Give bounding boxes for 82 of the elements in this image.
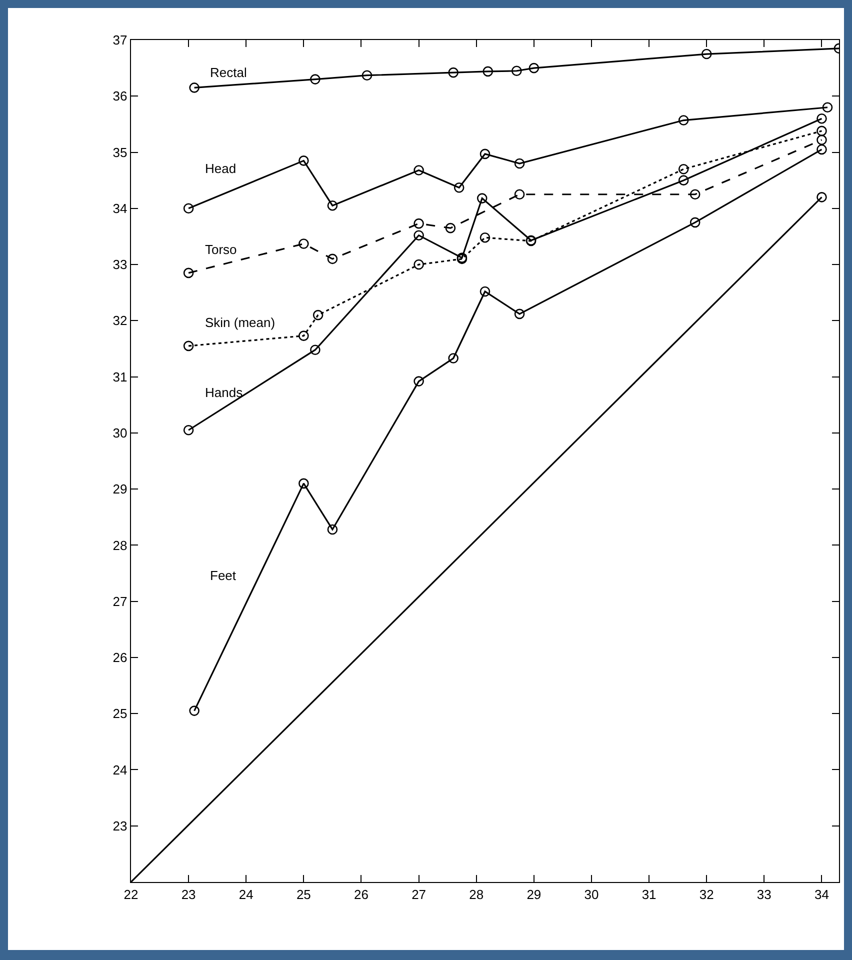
point: [298, 330, 309, 341]
point: [480, 232, 490, 243]
x-tick-label: 33: [756, 886, 772, 902]
y-tick-label: 25: [112, 706, 128, 722]
y-tick-label: 34: [112, 200, 128, 216]
point: [414, 259, 424, 270]
point: [362, 70, 372, 81]
point: [183, 268, 194, 278]
point: [454, 182, 464, 193]
point: [310, 74, 320, 84]
y-tick-label: 36: [112, 88, 128, 104]
y-tick-label: 35: [112, 144, 128, 160]
point: [310, 344, 320, 356]
point: [445, 222, 456, 234]
y-tick-label: 32: [112, 313, 128, 328]
series-label: Torso: [205, 242, 237, 257]
y-tick-label: 37: [112, 32, 128, 48]
y-tick-label: 31: [112, 369, 128, 384]
y-tick-label: 29: [112, 482, 128, 497]
point: [816, 192, 827, 202]
x-tick-label: 27: [412, 886, 426, 902]
y-tick-label: 26: [112, 650, 128, 666]
point: [189, 706, 200, 716]
point: [414, 218, 424, 229]
point: [690, 189, 700, 200]
point: [414, 230, 424, 240]
point: [678, 175, 689, 186]
x-tick-label: 22: [124, 886, 138, 902]
point: [690, 217, 700, 228]
y-tick-label: 24: [112, 762, 128, 778]
point: [312, 310, 324, 320]
point: [298, 156, 309, 166]
point: [414, 165, 424, 176]
point: [514, 308, 525, 320]
y-tick-label: 30: [112, 425, 128, 440]
y-tick-label: 27: [112, 594, 128, 609]
point: [528, 62, 540, 74]
point: [678, 164, 689, 174]
y-tick-label: 28: [112, 538, 128, 553]
series-label: Hands: [205, 385, 244, 400]
point: [327, 200, 338, 211]
series-label: Rectal: [210, 65, 247, 80]
point: [448, 67, 458, 78]
point: [189, 82, 200, 93]
point: [448, 353, 458, 364]
point: [183, 424, 194, 436]
point: [816, 126, 827, 136]
y-tick-label: 33: [112, 257, 128, 272]
y-tick-label: 23: [112, 818, 128, 834]
point: [183, 203, 194, 214]
point: [822, 102, 833, 113]
point: [514, 158, 525, 169]
point: [678, 115, 689, 126]
x-tick-label: 28: [469, 886, 484, 902]
x-tick-label: 30: [584, 886, 599, 902]
series-label: Skin (mean): [205, 315, 276, 330]
x-tick-label: 23: [181, 886, 196, 902]
point: [298, 478, 309, 489]
point: [816, 113, 827, 124]
x-tick-label: 26: [354, 886, 368, 902]
point: [512, 66, 522, 76]
x-tick-label: 25: [296, 886, 311, 902]
point: [480, 286, 490, 297]
series-label: Feet: [210, 568, 236, 583]
point: [514, 189, 525, 200]
x-tick-label: 31: [642, 886, 656, 902]
point: [327, 524, 338, 535]
point: [414, 376, 424, 386]
point: [816, 144, 827, 155]
point: [298, 238, 309, 249]
point: [476, 193, 488, 204]
point: [480, 148, 490, 160]
x-tick-label: 29: [526, 886, 542, 902]
point: [816, 134, 827, 146]
point: [327, 254, 338, 264]
series-label: Head: [205, 161, 236, 176]
point: [183, 340, 194, 352]
x-tick-label: 32: [699, 886, 714, 902]
x-tick-label: 24: [238, 886, 254, 902]
point: [701, 48, 712, 60]
x-tick-label: 34: [814, 886, 829, 902]
point: [482, 66, 494, 77]
